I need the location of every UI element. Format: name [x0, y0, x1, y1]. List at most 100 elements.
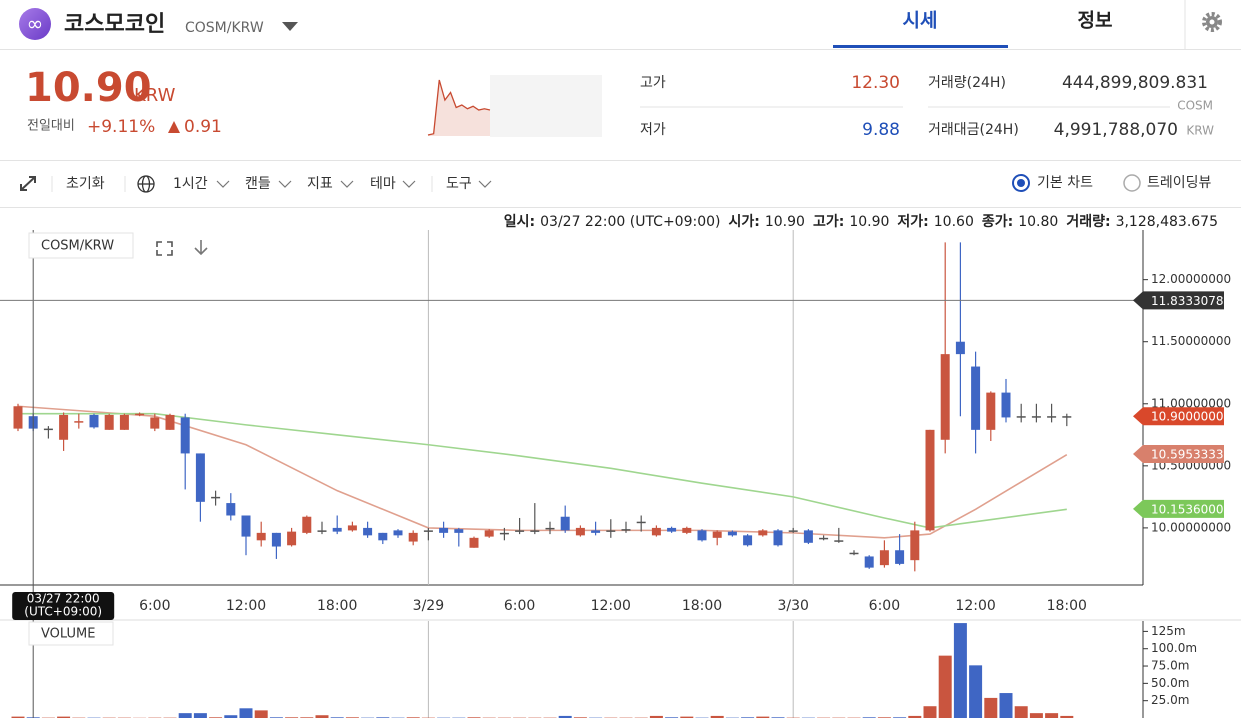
volume-bar	[269, 717, 283, 718]
indicator-button[interactable]: 지표	[307, 176, 333, 192]
volume-bar	[665, 717, 679, 718]
price-tag-label: 11.83330781	[1151, 294, 1231, 308]
moving-average	[17, 405, 1068, 539]
candle-body	[332, 527, 342, 532]
globe-icon[interactable]	[137, 175, 155, 193]
x-tick-label: 3/30	[777, 598, 808, 614]
volume-bar	[969, 665, 983, 718]
volume-bar	[300, 717, 314, 718]
price-tag	[1133, 445, 1224, 464]
volume-bar	[984, 697, 998, 718]
candle-body	[955, 341, 965, 355]
crosshair-time-box	[12, 592, 115, 620]
candle-body	[606, 530, 616, 532]
volume-bar	[467, 717, 481, 718]
info-value: 03/27 22:00 (UTC+09:00)	[540, 214, 720, 230]
volume-tick-label: 50.0m	[1151, 676, 1189, 690]
price-unit: KRW	[134, 85, 176, 106]
chevron	[402, 180, 416, 188]
y-tick-label: 10.00000000	[1151, 520, 1231, 534]
x-tick-label: 18:00	[682, 598, 722, 614]
candle-body	[743, 535, 753, 546]
candle-body	[1016, 416, 1026, 418]
tradingview-option[interactable]: 트레이딩뷰	[1147, 175, 1212, 191]
volume-bar	[57, 716, 71, 718]
tab-info[interactable]: 정보	[1078, 10, 1113, 32]
y-tick-label: 12.00000000	[1151, 272, 1231, 286]
sparkline-line	[427, 79, 491, 136]
download-icon	[194, 240, 208, 256]
price-tag	[1133, 499, 1224, 518]
candle-body	[74, 421, 84, 423]
candle-body	[697, 530, 707, 541]
candle-body	[758, 530, 768, 536]
interval-button[interactable]: 1시간	[173, 176, 208, 192]
sparkline-area	[428, 80, 490, 136]
volume-bar	[285, 717, 299, 718]
gear-teeth	[1202, 12, 1222, 32]
chevron	[340, 180, 354, 188]
volume-bar	[953, 623, 967, 718]
candle-body	[43, 428, 53, 431]
crosshair-date: 03/27 22:00	[27, 592, 100, 606]
chevrons	[216, 180, 492, 188]
info-value: 3,128,483.675	[1116, 214, 1218, 230]
candle-body	[545, 527, 555, 530]
candle-body	[530, 530, 540, 532]
theme-button[interactable]: 테마	[370, 176, 396, 192]
logo-glyph: ∞	[27, 12, 44, 36]
volume-bar	[330, 717, 344, 718]
low-value: 9.88	[862, 120, 900, 140]
x-tick-label: 18:00	[317, 598, 357, 614]
volume-bar	[345, 717, 359, 718]
expand-icon[interactable]	[20, 176, 36, 191]
tools-button[interactable]: 도구	[446, 176, 472, 192]
change-label: 전일대비	[27, 119, 75, 134]
tab-quote[interactable]: 시세	[903, 10, 938, 32]
candle-body	[940, 354, 950, 440]
candle-body	[515, 530, 525, 532]
price-tag-label: 10.90000000	[1151, 410, 1231, 424]
info-label: 일시:	[504, 214, 535, 230]
candle-body	[971, 366, 981, 430]
candle-body	[256, 532, 266, 541]
turnover-label: 거래대금(24H)	[928, 122, 1019, 138]
candle-body	[241, 515, 251, 537]
price-tag-label: 10.15360000	[1151, 502, 1231, 516]
reset-button[interactable]: 초기화	[66, 176, 105, 192]
radio-basic[interactable]	[1012, 174, 1030, 192]
volume-bar	[11, 716, 25, 718]
basic-chart-option[interactable]: 기본 차트	[1037, 175, 1093, 191]
candle-body	[393, 530, 403, 536]
volume-value: 444,899,809.831	[1062, 73, 1208, 93]
info-label: 저가:	[897, 214, 928, 230]
candle-body	[773, 530, 783, 546]
volume-label: VOLUME	[41, 627, 95, 642]
candle-body	[195, 453, 205, 502]
volume-unit: COSM	[1177, 99, 1213, 113]
volume-bar	[923, 706, 937, 718]
x-tick-label: 6:00	[504, 598, 535, 614]
candle-body	[879, 550, 889, 566]
moving-average	[18, 412, 1067, 529]
info-value: 10.80	[1018, 214, 1058, 230]
candle-body	[302, 516, 312, 533]
y-tick-label: 11.50000000	[1151, 334, 1231, 348]
x-tick-label: 12:00	[591, 598, 631, 614]
candle-button[interactable]: 캔들	[245, 176, 271, 192]
volume-bar	[406, 717, 420, 718]
radio-tradingview[interactable]	[1123, 174, 1141, 192]
candle-body	[317, 530, 327, 532]
settings-icon[interactable]	[1202, 12, 1222, 32]
candle-body	[439, 527, 449, 533]
volume-bar	[573, 717, 587, 718]
candle-body	[575, 527, 585, 536]
info-label: 시가:	[729, 214, 760, 230]
dropdown-arrow[interactable]	[282, 22, 298, 31]
info-label: 종가:	[982, 214, 1013, 230]
candle-body	[864, 556, 874, 568]
current-price: 10.90	[25, 65, 152, 111]
coin-logo	[19, 8, 51, 40]
volume-bar	[741, 717, 755, 718]
